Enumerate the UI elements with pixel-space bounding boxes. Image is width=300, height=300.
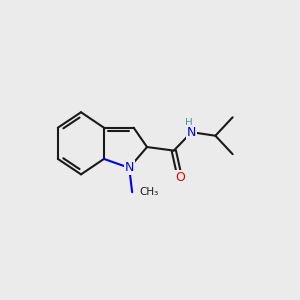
Text: CH₃: CH₃ (140, 187, 159, 197)
Text: N: N (124, 161, 134, 174)
Text: O: O (175, 171, 185, 184)
Text: N: N (187, 126, 196, 139)
Text: H: H (185, 118, 193, 128)
